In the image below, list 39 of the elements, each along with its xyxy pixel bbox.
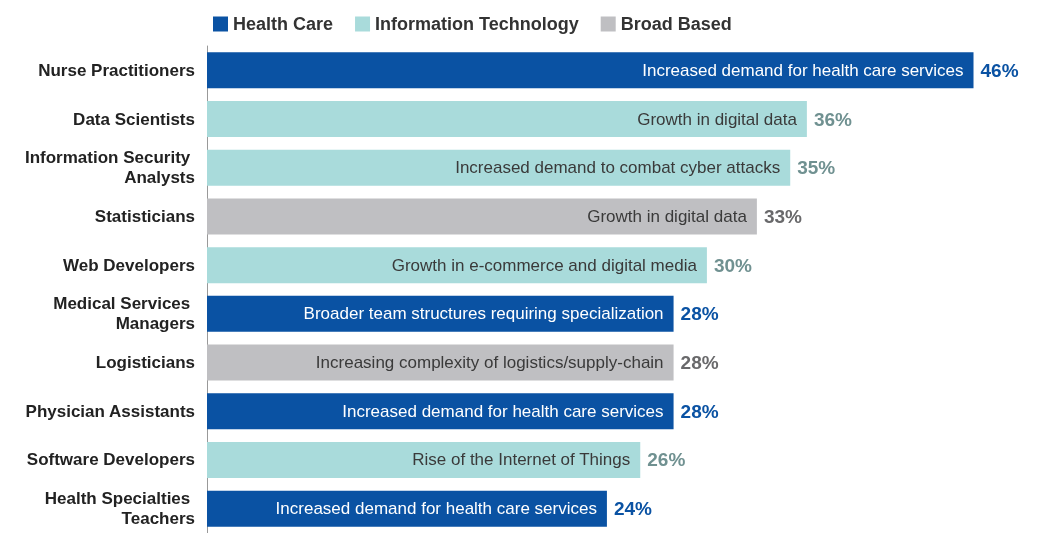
legend-label: Broad Based bbox=[620, 14, 732, 34]
y-tick-label: Software Developers bbox=[26, 450, 195, 470]
y-tick-label: Web Developers bbox=[63, 255, 195, 275]
bar bbox=[207, 101, 807, 138]
data-label: 28% bbox=[680, 303, 719, 325]
y-tick-label: Nurse Practitioners bbox=[38, 60, 195, 80]
annotation: Increased demand for health care services bbox=[642, 60, 964, 80]
annotation: Increased demand for health care services bbox=[275, 499, 597, 519]
data-label: 36% bbox=[813, 108, 853, 130]
bar bbox=[207, 52, 974, 89]
bar bbox=[207, 441, 641, 478]
y-tick-label: Data Scientists bbox=[73, 109, 195, 129]
annotation: Growth in digital data bbox=[587, 206, 748, 226]
data-label: 26% bbox=[647, 449, 686, 471]
y-tick-label: Logisticians bbox=[95, 353, 195, 373]
data-label: 28% bbox=[680, 352, 719, 374]
data-label: 35% bbox=[797, 157, 836, 179]
bar bbox=[207, 149, 791, 186]
y-tick-label: Medical Services Managers bbox=[53, 294, 195, 334]
data-label: 24% bbox=[613, 498, 653, 520]
data-label: 30% bbox=[713, 254, 753, 276]
bar bbox=[207, 198, 757, 235]
legend-label: Health Care bbox=[233, 14, 334, 34]
data-label: 33% bbox=[763, 205, 803, 227]
bar bbox=[207, 247, 707, 284]
data-label: 28% bbox=[680, 400, 719, 422]
annotation: Increasing complexity of logistics/supply-chain bbox=[315, 353, 664, 373]
y-tick-label: Statisticians bbox=[94, 206, 195, 226]
y-tick-label: Physician Assistants bbox=[25, 401, 195, 421]
annotation: Increased demand for health care services bbox=[342, 401, 664, 421]
legend-label: Information Technology bbox=[375, 14, 579, 34]
y-tick-label: Health Specialties Teachers bbox=[44, 489, 195, 529]
annotation: Growth in digital data bbox=[637, 109, 798, 129]
annotation: Growth in e-commerce and digital media bbox=[391, 255, 698, 275]
annotation: Increased demand to combat cyber attacks bbox=[455, 158, 781, 178]
data-label: 46% bbox=[980, 59, 1019, 81]
annotation: Broader team structures requiring specialization bbox=[303, 304, 664, 324]
y-tick-label: Information Security Analysts bbox=[24, 148, 195, 188]
annotation: Rise of the Internet of Things bbox=[412, 450, 631, 470]
